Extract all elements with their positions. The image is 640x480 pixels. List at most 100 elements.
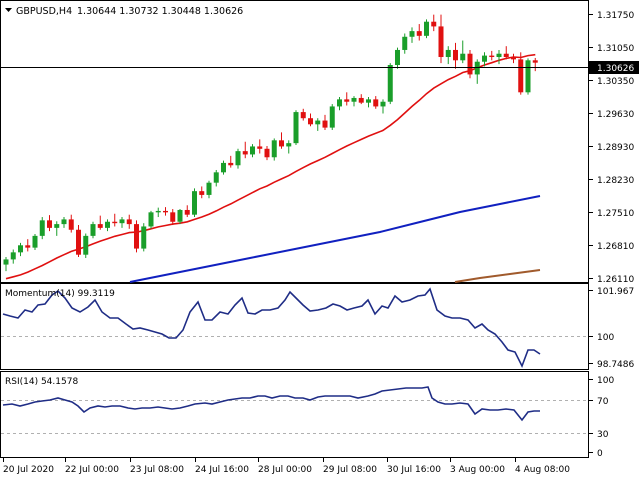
price-tick-label: 1.27510 [597, 209, 634, 219]
candle-body [54, 224, 60, 228]
price-tick-label: 1.28930 [597, 143, 634, 153]
candle [221, 160, 226, 175]
time-label: 3 Aug 00:00 [450, 465, 505, 475]
candle-body [416, 31, 422, 36]
candle [105, 219, 110, 232]
candle [177, 209, 183, 225]
rsi-tick-label: 70 [597, 397, 609, 407]
candle-body [61, 219, 67, 225]
candle-body [366, 99, 371, 103]
candle [416, 24, 422, 41]
ohlc-label: 1.30644 1.30732 1.30448 1.30626 [77, 6, 243, 17]
candle-body [482, 55, 487, 62]
candle-body [453, 49, 458, 61]
candle-body [315, 120, 321, 125]
candle-body [467, 53, 473, 75]
candle [170, 209, 176, 226]
candle [438, 14, 444, 64]
candle [83, 233, 89, 258]
candle [18, 242, 23, 257]
candle [235, 148, 241, 169]
rsi-line [2, 386, 540, 422]
candle-body [358, 97, 364, 103]
candle [184, 205, 190, 218]
candle [68, 214, 74, 233]
candle [90, 221, 96, 239]
candle-body [279, 140, 284, 147]
candle [10, 249, 16, 264]
candle-body [32, 235, 38, 248]
candle-body [445, 49, 451, 58]
candle-body [300, 112, 306, 119]
panel-frames [0, 0, 589, 458]
candle [380, 99, 386, 114]
candle [250, 144, 255, 158]
price-tick-label: 1.30350 [597, 77, 634, 87]
price-tick-label: 1.26110 [597, 275, 634, 285]
price-axis: 1.31750 1.31050 1.30350 1.29630 1.28930 … [597, 11, 634, 285]
candle [489, 50, 495, 61]
candle [460, 40, 466, 64]
candle [141, 223, 147, 252]
candle [337, 97, 342, 111]
price-tick-label: 1.26810 [597, 242, 634, 252]
candle-body [206, 182, 212, 195]
candle [308, 113, 313, 127]
candle [192, 188, 197, 218]
candle [76, 225, 81, 258]
candle-body [97, 224, 103, 228]
candle [503, 46, 509, 60]
candle [395, 47, 400, 69]
candle-body [511, 57, 516, 60]
candle [300, 108, 306, 121]
candle-body [329, 106, 335, 128]
candle-body [402, 36, 408, 50]
candle [474, 59, 480, 84]
candle-body [18, 245, 23, 253]
candle-body [424, 21, 429, 36]
candle [148, 210, 154, 229]
price-tick-label: 1.31050 [597, 44, 634, 54]
chart-header: GBPUSD,H4 1.30644 1.30732 1.30448 1.3062… [5, 6, 243, 17]
rsi-tick-label: 30 [597, 430, 609, 440]
candle-body [344, 99, 350, 102]
candle-body [126, 219, 132, 225]
candle-body [460, 53, 466, 61]
candle-body [68, 219, 74, 230]
candle-body [228, 162, 234, 166]
triangle-down-icon[interactable] [5, 8, 12, 12]
candle-body [76, 229, 81, 255]
candle [322, 114, 328, 130]
rsi-tick-label: 100 [597, 376, 614, 386]
candle [532, 57, 538, 72]
candle [293, 110, 299, 146]
candle-body [271, 140, 277, 158]
candle-body [199, 191, 205, 195]
candle-body [373, 99, 379, 107]
candle-body [119, 219, 125, 224]
momentum-title: Momentum(14) 99.3119 [5, 289, 115, 299]
current-price-label: 1.30626 [597, 64, 634, 74]
candle-body [474, 61, 480, 75]
candle-body [503, 53, 509, 58]
candle-body [286, 143, 292, 147]
candle-body [242, 151, 248, 155]
momentum-tick-label: 100 [597, 333, 614, 343]
candle-body [163, 210, 168, 213]
candle [496, 49, 502, 65]
candle [126, 214, 132, 229]
price-tick-label: 1.29630 [597, 110, 634, 120]
candle [482, 52, 487, 67]
time-label: 28 Jul 00:00 [258, 465, 312, 475]
ma-fast-line [5, 53, 536, 280]
candle [112, 213, 118, 227]
candle-body [250, 146, 255, 155]
candle-body [532, 60, 538, 63]
candle [206, 180, 212, 199]
candle [431, 14, 437, 32]
candle [3, 257, 9, 272]
candle-body [134, 224, 139, 249]
candle-body [177, 209, 183, 222]
candle-body [83, 235, 89, 255]
